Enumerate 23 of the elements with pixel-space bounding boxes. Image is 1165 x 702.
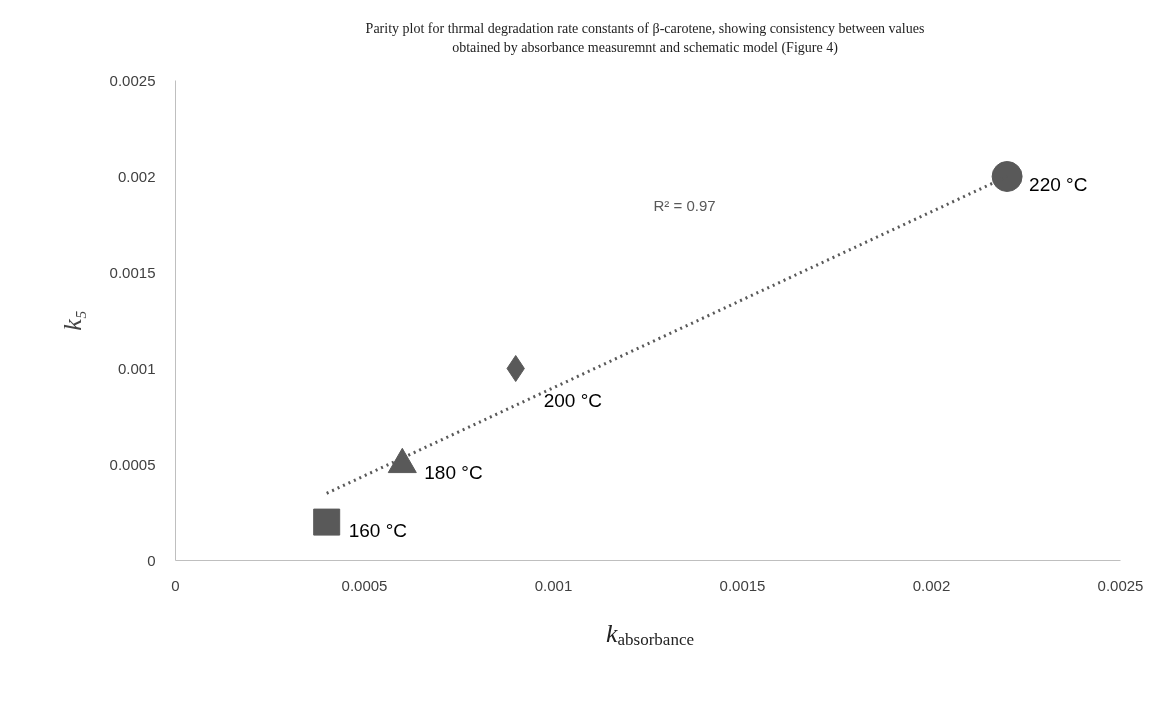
series-label: 160 °C <box>348 519 408 541</box>
y-tick-label: 0.0015 <box>109 263 156 281</box>
x-tick-label: 0.0005 <box>341 576 388 594</box>
series-label: 180 °C <box>424 462 483 483</box>
point <box>506 355 525 382</box>
point <box>313 508 341 536</box>
x-tick-label: 0.0025 <box>1097 576 1144 594</box>
y-tick-label: 0.0005 <box>109 455 156 473</box>
x-tick-label: 0.002 <box>912 576 951 594</box>
x-axis-title: k$_{absorbance}$ <box>605 619 694 650</box>
y-axis-title: k₅ <box>57 310 87 331</box>
y-tick-label: 0 <box>147 551 156 569</box>
x-tick-label: 0.0015 <box>719 576 766 594</box>
series-label: 200 °C <box>543 390 603 411</box>
point <box>991 161 1023 192</box>
x-tick-label: 0 <box>171 576 180 594</box>
annotation: R² = 0.97 <box>653 197 716 214</box>
y-tick-label: 0.002 <box>117 167 156 185</box>
chart-title: Parity plot for thrmal degradation rate constants of β-carotene, showing consistency between values obtained by absorbance measuremnt and schematic model (Figure 4) <box>365 20 925 57</box>
x-tick-label: 0.001 <box>534 576 573 594</box>
series-label: 220 °C <box>1029 174 1088 195</box>
y-tick-label: 0.001 <box>117 359 156 377</box>
y-tick-label: 0.0025 <box>109 71 156 89</box>
